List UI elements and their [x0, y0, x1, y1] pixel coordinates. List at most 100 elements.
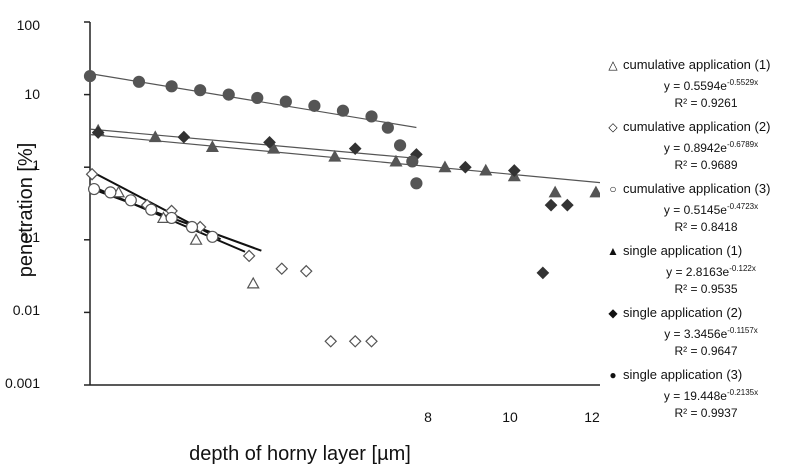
point-s4-11 — [589, 185, 600, 198]
point-s5-8 — [544, 198, 558, 212]
legend-series-name: single application (1) — [623, 243, 743, 258]
y-tick-0.001: 0.001 — [5, 375, 40, 391]
point-s6-8 — [308, 99, 321, 112]
legend-series-name: cumulative application (3) — [623, 181, 771, 196]
x-axis-title: depth of horny layer [µm] — [189, 443, 411, 465]
point-s4-3 — [205, 140, 219, 152]
x-tick-10: 10 — [502, 409, 518, 425]
legend-series-name: single application (2) — [623, 305, 743, 320]
point-s5-9 — [561, 198, 574, 212]
point-s6-2 — [132, 75, 146, 88]
y-tick-1: 1 — [32, 157, 40, 173]
equation-exponent: -0.6789x — [726, 140, 759, 149]
open-diamond-marker-icon: ◇ — [608, 120, 618, 134]
point-s5-10 — [536, 266, 550, 280]
legend-r-squared: R² = 0.8418 — [674, 220, 738, 234]
point-s6-4 — [194, 84, 207, 97]
point-s4-7 — [438, 160, 452, 173]
point-s6-5 — [222, 88, 235, 101]
equation-exponent: -0.5529x — [726, 78, 759, 87]
point-s3-5 — [165, 211, 178, 225]
trendline-series-5 — [89, 128, 417, 159]
equation-exponent: -0.4723x — [726, 202, 759, 211]
equation-exponent: -0.1157x — [727, 326, 758, 335]
point-s4-6 — [389, 154, 403, 167]
point-s3-4 — [145, 203, 158, 216]
trendline-series-4 — [89, 133, 600, 184]
point-s5-7 — [507, 164, 521, 177]
legend-entry-4: ▲ single application (1) y = 2.8163e-0.122… — [606, 242, 806, 298]
point-s6-9 — [336, 104, 350, 117]
legend-r-squared: R² = 0.9535 — [674, 282, 738, 296]
point-s3-6 — [185, 220, 199, 234]
point-s5-2 — [177, 130, 191, 144]
point-s6-13 — [406, 155, 419, 168]
point-s6-1 — [83, 69, 97, 83]
legend-equation: y = 3.3456e-0.1157x — [606, 322, 806, 343]
y-tick-0.01: 0.01 — [13, 302, 40, 318]
legend-series-name: cumulative application (1) — [623, 57, 771, 72]
legend-label: ◆ single application (2) — [606, 304, 806, 322]
y-axis-title: penetration [%] — [15, 143, 37, 278]
point-s6-11 — [381, 121, 394, 134]
trendlines — [89, 73, 600, 253]
point-s2-10 — [365, 334, 378, 348]
point-s1-4 — [246, 276, 260, 289]
equation-base: y = 0.5594e — [663, 79, 727, 93]
legend-label: ◇ cumulative application (2) — [606, 118, 806, 136]
equation-base: y = 0.5145e — [663, 203, 727, 217]
legend-label: △ cumulative application (1) — [606, 56, 806, 74]
point-s4-8 — [479, 163, 493, 176]
point-s1-3 — [189, 233, 203, 245]
point-s2-1 — [85, 167, 99, 181]
axes — [84, 21, 600, 386]
legend-r-squared: R² = 0.9937 — [674, 406, 738, 420]
equation-base: y = 0.8942e — [663, 141, 727, 155]
legend-series-name: single application (3) — [623, 367, 743, 382]
legend-equation: y = 19.448e-0.2135x — [606, 384, 806, 405]
point-s2-8 — [324, 334, 338, 348]
legend-entry-5: ◆ single application (2) y = 3.3456e-0.115… — [606, 304, 806, 360]
legend-equation: y = 2.8163e-0.122x — [606, 260, 806, 281]
legend-label: ▲ single application (1) — [606, 242, 806, 260]
legend-entry-2: ◇ cumulative application (2) y = 0.8942e-0… — [606, 118, 806, 174]
open-circle-marker-icon: ○ — [609, 182, 617, 196]
point-s3-3 — [124, 194, 137, 207]
point-s5-4 — [348, 142, 362, 156]
point-s2-7 — [299, 264, 313, 278]
point-s6-6 — [251, 91, 264, 105]
point-s5-6 — [459, 160, 472, 174]
legend-label: ● single application (3) — [606, 366, 806, 384]
point-s2-5 — [242, 249, 256, 263]
open-triangle-marker-icon: △ — [608, 58, 618, 72]
point-s4-10 — [548, 185, 562, 198]
legend-equation: y = 0.5145e-0.4723x — [606, 198, 806, 219]
point-s3-7 — [206, 230, 219, 243]
legend-r-squared: R² = 0.9261 — [674, 96, 738, 110]
equation-base: y = 3.3456e — [664, 327, 728, 341]
filled-circle-marker-icon: ● — [609, 368, 617, 382]
x-tick-12: 12 — [584, 409, 600, 425]
legend-r-squared: R² = 0.9689 — [674, 158, 738, 172]
point-s2-9 — [348, 334, 362, 348]
filled-diamond-marker-icon: ◆ — [608, 306, 618, 320]
x-tick-8: 8 — [424, 409, 432, 425]
legend-equation: y = 0.8942e-0.6789x — [606, 136, 806, 157]
legend-entry-6: ● single application (3) y = 19.448e-0.213… — [606, 366, 806, 422]
point-s5-1 — [91, 126, 105, 139]
legend-equation: y = 0.5594e-0.5529x — [606, 74, 806, 95]
equation-exponent: -0.122x — [729, 264, 756, 273]
legend: △ cumulative application (1) y = 0.5594e-0… — [606, 56, 806, 428]
point-s6-12 — [393, 139, 407, 152]
equation-base: y = 19.448e — [663, 389, 727, 403]
point-s6-14 — [410, 177, 423, 190]
data-points — [83, 69, 600, 348]
point-s4-5 — [328, 149, 342, 162]
chart-plot: 100 10 1 0.1 0.01 0.001 8 10 12 depth of… — [5, 17, 600, 465]
y-tick-100: 100 — [17, 17, 41, 33]
legend-label: ○ cumulative application (3) — [606, 180, 806, 198]
equation-base: y = 2.8163e — [666, 265, 730, 279]
point-s4-4 — [267, 141, 281, 154]
point-s4-2 — [148, 130, 162, 143]
point-s2-6 — [275, 262, 289, 276]
